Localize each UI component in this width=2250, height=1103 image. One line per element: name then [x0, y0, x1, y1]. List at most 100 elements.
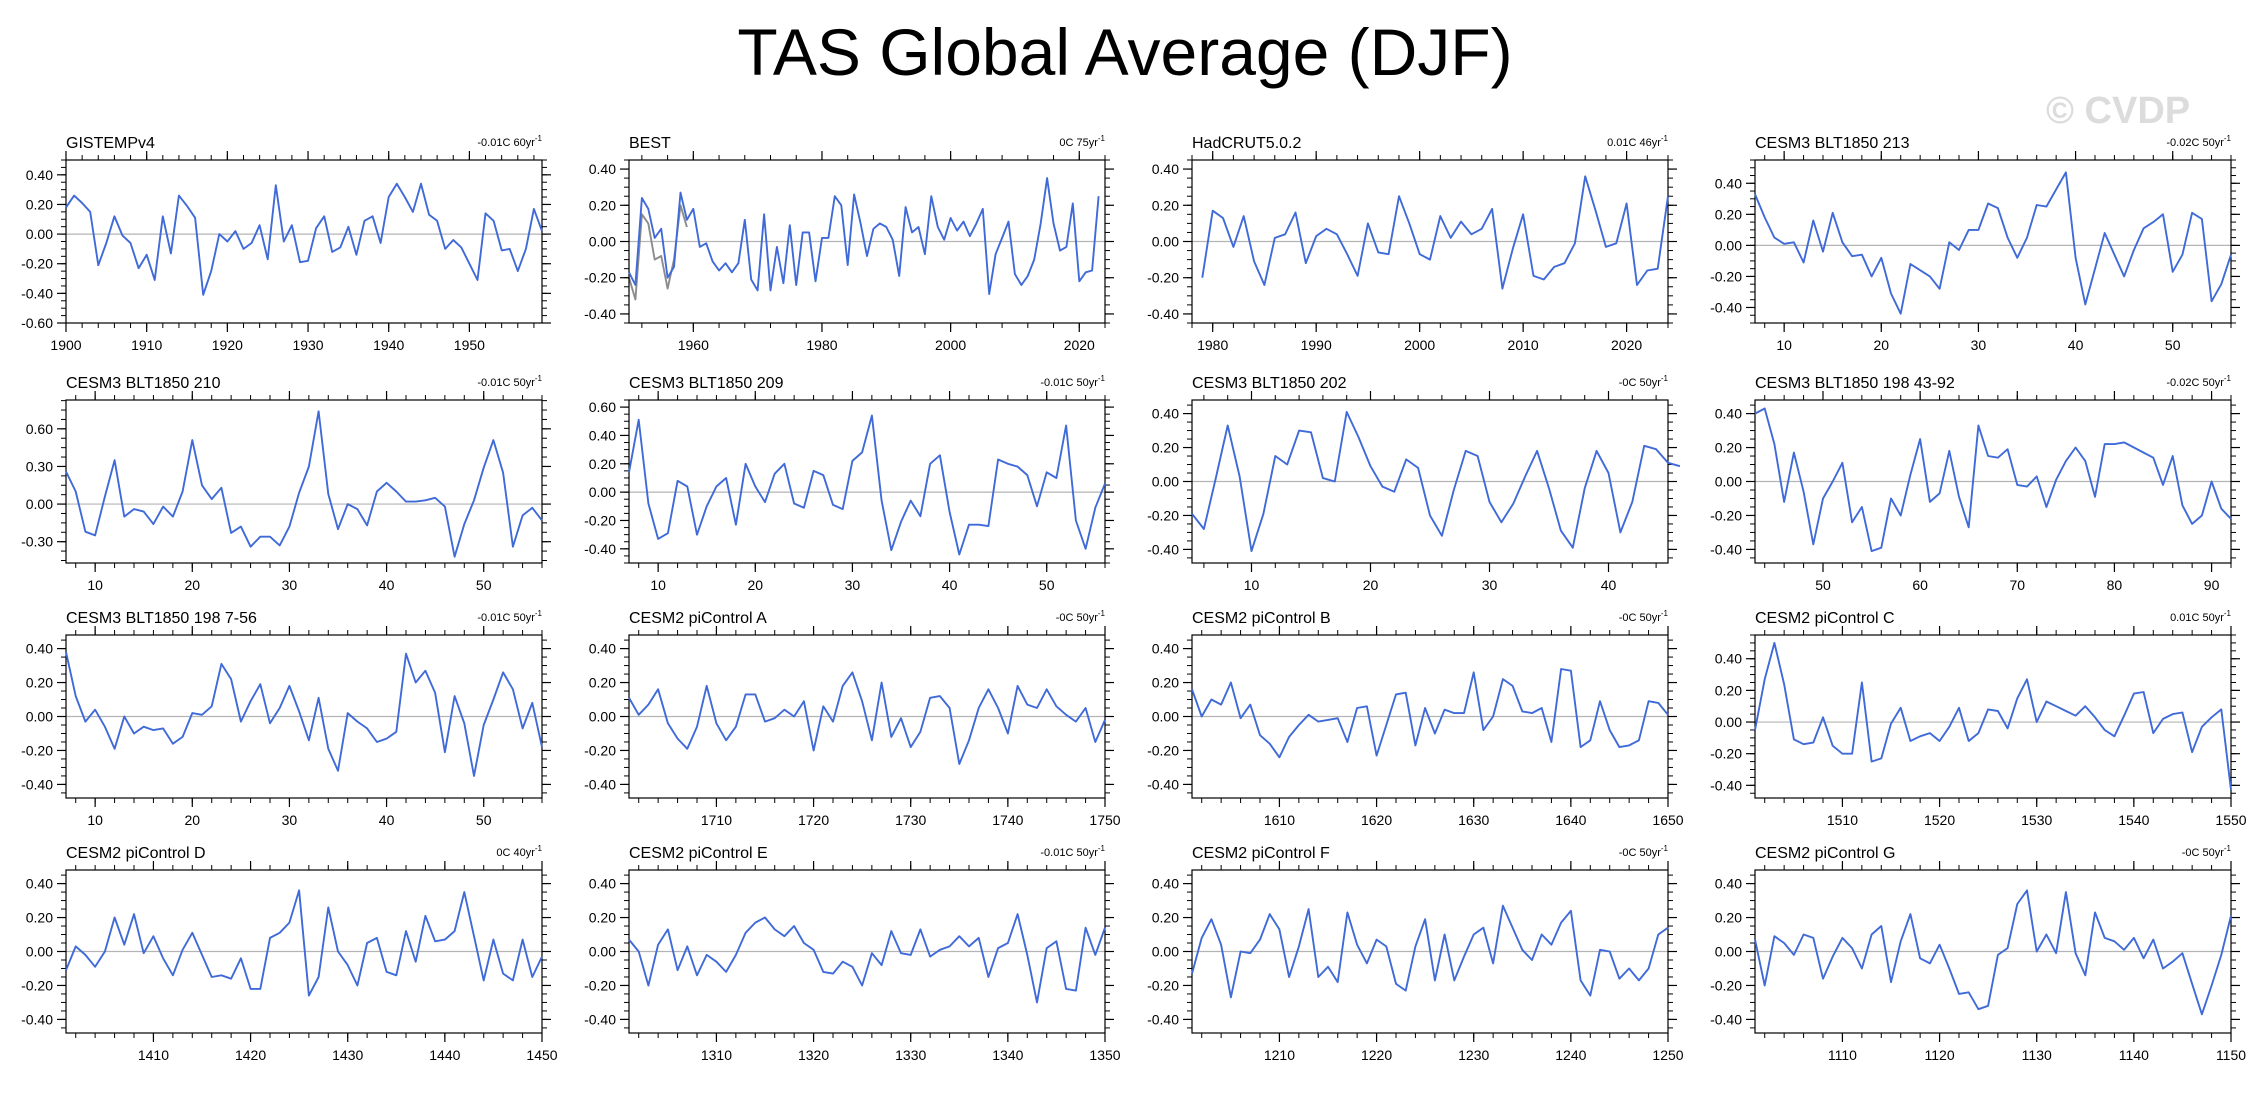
y-tick-label: -0.20 — [1710, 746, 1742, 762]
x-tick-label: 10 — [1776, 337, 1792, 353]
chart-panel: -0.40 -0.20 0.00 0.20 0.40 10 20 30 40 CESM3 BLT1… — [1147, 374, 1681, 593]
series-line — [65, 651, 543, 777]
trend-superscript: -1 — [2224, 374, 2232, 383]
trend-label: -0.02C 50yr-1 — [2166, 374, 2231, 389]
trend-label: -0.01C 50yr-1 — [477, 609, 542, 624]
chart-panel: -0.40 -0.20 0.00 0.20 0.40 1410 1420 1430 1440 14… — [21, 844, 558, 1063]
x-tick-label: 2000 — [1404, 337, 1435, 353]
chart-panel: -0.40 -0.20 0.00 0.20 0.40 1510 1520 1530 1540 15… — [1710, 609, 2247, 828]
y-tick-label: -0.20 — [584, 512, 616, 528]
trend-value: 0.01C 50yr — [2170, 612, 2224, 624]
series-line — [65, 889, 543, 997]
y-tick-label: 0.00 — [589, 944, 616, 960]
plot-frame — [1754, 634, 2232, 799]
y-tick-label: -0.20 — [21, 256, 53, 272]
x-tick-label: 50 — [1815, 577, 1831, 593]
y-tick-label: -0.40 — [1710, 1011, 1742, 1027]
series-line — [1191, 904, 1669, 999]
x-tick-label: 20 — [1873, 337, 1889, 353]
chart-title: BEST — [629, 135, 671, 152]
trend-superscript: -1 — [2224, 134, 2232, 143]
y-tick-label: 0.40 — [589, 161, 616, 177]
trend-superscript: -1 — [535, 134, 543, 143]
trend-value: -0.01C 50yr — [477, 612, 535, 624]
x-tick-label: 1520 — [1924, 812, 1955, 828]
trend-value: -0.02C 50yr — [2166, 377, 2224, 389]
y-tick-label: 0.40 — [589, 876, 616, 892]
series-line — [1191, 410, 1681, 553]
chart-title: GISTEMPv4 — [66, 135, 155, 152]
series-line — [1754, 889, 2232, 1016]
x-tick-label: 1350 — [1089, 1047, 1120, 1063]
x-tick-label: 40 — [2068, 337, 2084, 353]
trend-value: -0.01C 50yr — [477, 377, 535, 389]
trend-label: 0.01C 50yr-1 — [2170, 609, 2231, 624]
trend-label: -0.01C 50yr-1 — [1040, 374, 1105, 389]
series-line — [1754, 407, 2232, 553]
trend-label: -0C 50yr-1 — [1619, 844, 1669, 859]
x-tick-label: 30 — [282, 812, 298, 828]
y-tick-label: 0.20 — [1715, 206, 1742, 222]
y-tick-label: 0.20 — [1152, 910, 1179, 926]
trend-value: -0.01C 50yr — [1040, 847, 1098, 859]
x-tick-label: 1630 — [1458, 812, 1489, 828]
x-tick-label: 20 — [184, 577, 200, 593]
chart-panel: -0.40 -0.20 0.00 0.20 0.40 1960 1980 2000 2020 BE… — [584, 134, 1114, 353]
y-tick-label: 0.00 — [26, 496, 53, 512]
y-tick-label: 0.40 — [1152, 876, 1179, 892]
x-tick-label: 2020 — [1064, 337, 1095, 353]
y-tick-label: 0.00 — [589, 234, 616, 250]
trend-label: 0.01C 46yr-1 — [1607, 134, 1668, 149]
x-tick-label: 1340 — [992, 1047, 1023, 1063]
x-tick-label: 1910 — [131, 337, 162, 353]
x-tick-label: 10 — [650, 577, 666, 593]
x-tick-label: 1420 — [235, 1047, 266, 1063]
x-tick-label: 20 — [1363, 577, 1379, 593]
x-tick-label: 1410 — [138, 1047, 169, 1063]
y-tick-label: 0.20 — [1152, 440, 1179, 456]
y-tick-label: -0.40 — [21, 1011, 53, 1027]
chart-panel: -0.40 -0.20 0.00 0.20 0.40 0.60 10 20 30 40 50 CESM… — [584, 374, 1114, 593]
trend-label: -0.01C 50yr-1 — [477, 374, 542, 389]
y-tick-label: 0.40 — [1152, 641, 1179, 657]
trend-value: 0C 75yr — [1059, 137, 1098, 149]
y-tick-label: -0.40 — [584, 541, 616, 557]
y-tick-label: 0.20 — [1715, 910, 1742, 926]
y-tick-label: 0.20 — [26, 675, 53, 691]
x-tick-label: 1150 — [2216, 1047, 2246, 1063]
y-tick-label: -0.40 — [584, 776, 616, 792]
trend-superscript: -1 — [1661, 609, 1669, 618]
x-tick-label: 1320 — [798, 1047, 829, 1063]
x-tick-label: 1950 — [454, 337, 485, 353]
trend-superscript: -1 — [1661, 374, 1669, 383]
x-tick-label: 1550 — [2215, 812, 2246, 828]
chart-title: CESM3 BLT1850 198 7-56 — [66, 610, 257, 627]
y-tick-label: 0.20 — [26, 910, 53, 926]
x-tick-label: 50 — [1039, 577, 1055, 593]
x-tick-label: 1330 — [895, 1047, 926, 1063]
y-tick-label: 0.60 — [26, 421, 53, 437]
trend-label: -0C 50yr-1 — [1619, 374, 1669, 389]
series-line — [628, 913, 1106, 1004]
y-tick-label: 0.00 — [1715, 714, 1742, 730]
chart-panel: -0.30 0.00 0.30 0.60 10 20 30 40 50 CESM3 BLT1850… — [21, 374, 551, 593]
trend-value: -0C 50yr — [1619, 612, 1662, 624]
chart-panel: -0.40 -0.20 0.00 0.20 0.40 50 60 70 80 90 CESM3 BL… — [1710, 374, 2240, 593]
trend-value: -0.01C 60yr — [477, 137, 535, 149]
chart-panel: -0.60 -0.40 -0.20 0.00 0.20 0.40 1900 1910 1920 1… — [21, 134, 551, 353]
trend-superscript: -1 — [535, 844, 543, 853]
chart-title: CESM3 BLT1850 209 — [629, 375, 784, 392]
y-tick-label: 0.00 — [1152, 709, 1179, 725]
y-tick-label: -0.20 — [1710, 977, 1742, 993]
x-tick-label: 1540 — [2118, 812, 2149, 828]
y-tick-label: -0.20 — [1147, 977, 1179, 993]
y-tick-label: -0.20 — [1147, 742, 1179, 758]
x-tick-label: 1960 — [678, 337, 709, 353]
y-tick-label: 0.20 — [1715, 440, 1742, 456]
y-tick-label: 0.20 — [1715, 682, 1742, 698]
y-tick-label: -0.20 — [21, 742, 53, 758]
y-tick-label: 0.20 — [26, 196, 53, 212]
y-tick-label: -0.40 — [1147, 541, 1179, 557]
x-tick-label: 1210 — [1264, 1047, 1295, 1063]
